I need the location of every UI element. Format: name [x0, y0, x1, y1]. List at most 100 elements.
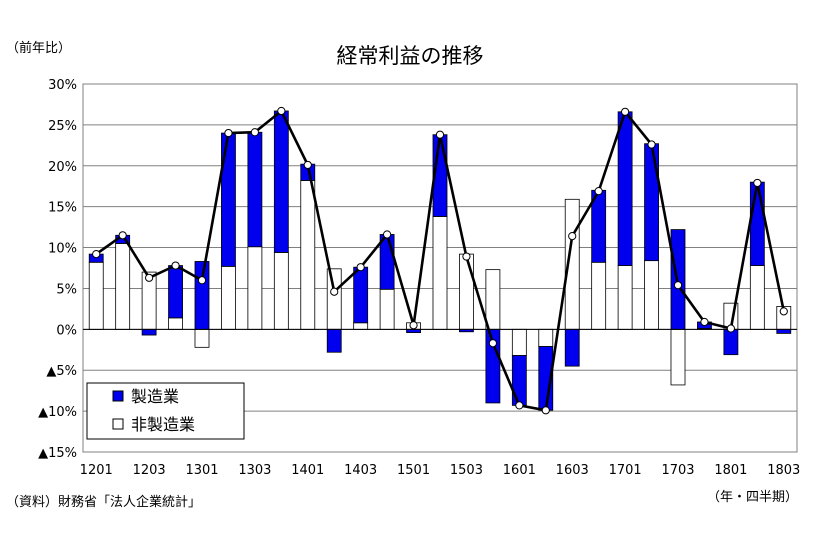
point-1404	[383, 230, 392, 239]
y-tick-label-9: ▲15%	[38, 446, 77, 461]
point-1303	[250, 128, 259, 137]
bar-mfg-1702	[644, 143, 659, 262]
total-line	[92, 106, 788, 415]
y-tick-labels: 30% 25% 20% 15% 10% 5% 0% ▲5% ▲10% ▲15%	[38, 78, 77, 461]
bar-mfg-1601	[511, 355, 527, 406]
point-1304	[277, 106, 286, 116]
y-tick-label-3: 15%	[48, 201, 77, 216]
point-1702	[647, 140, 656, 149]
y-tick-label-8: ▲10%	[38, 405, 77, 420]
x-tick-label-1703: 1703	[661, 463, 694, 478]
bar-mfg-1803	[776, 328, 792, 334]
point-1201	[92, 249, 101, 259]
point-1204	[171, 261, 180, 270]
bar-non-mfg-1502	[432, 216, 448, 330]
point-1403	[356, 263, 365, 272]
bars	[88, 110, 792, 411]
bar-non-mfg-1401	[300, 180, 316, 330]
source-note: （資料）財務省「法人企業統計」	[6, 494, 201, 510]
bar-non-mfg-1503	[459, 253, 474, 330]
point-1704	[700, 317, 709, 327]
y-tick-label-1: 25%	[48, 119, 77, 134]
bar-non-mfg-1304	[273, 252, 289, 330]
bar-non-mfg-1403	[353, 322, 369, 330]
bar-non-mfg-1201	[88, 261, 104, 330]
bar-non-mfg-1402	[326, 268, 342, 330]
chart-title: 経常利益の推移	[337, 44, 484, 68]
point-1401	[303, 160, 312, 170]
bar-mfg-1203	[141, 328, 157, 336]
point-1801	[726, 324, 735, 333]
x-tick-label-1603: 1603	[556, 463, 589, 478]
x-tick-label-1403: 1403	[344, 463, 377, 478]
legend-label-non-manufacturing: 非製造業	[131, 415, 195, 434]
point-1302	[224, 128, 233, 138]
point-1202	[118, 231, 127, 240]
axes	[82, 83, 798, 453]
y-tick-label-6: 0%	[56, 323, 77, 338]
x-tick-label-1503: 1503	[450, 463, 483, 478]
legend-swatch-non-manufacturing	[112, 418, 124, 430]
bar-non-mfg-1802	[749, 265, 765, 330]
point-1603	[568, 232, 577, 241]
y-tick-label-5: 5%	[56, 282, 77, 297]
legend-swatch-manufacturing	[112, 390, 124, 402]
point-1203	[145, 273, 154, 282]
bar-mfg-1204	[168, 265, 183, 319]
y-tick-label-7: ▲5%	[46, 364, 77, 379]
bar-mfg-1801	[723, 328, 739, 356]
x-tick-label-1201: 1201	[80, 463, 113, 478]
x-tick-label-1601: 1601	[503, 463, 536, 478]
bar-non-mfg-1202	[115, 243, 131, 330]
point-1503	[462, 252, 471, 261]
x-tick-label-1801: 1801	[714, 463, 747, 478]
bar-non-mfg-1302	[221, 265, 236, 330]
point-1701	[621, 107, 630, 116]
y-tick-label-4: 10%	[48, 242, 77, 257]
x-tick-label-1501: 1501	[397, 463, 430, 478]
bar-mfg-1402	[326, 328, 342, 353]
bar-non-mfg-1504	[485, 269, 501, 330]
point-1703	[673, 281, 683, 290]
bar-non-mfg-1703	[670, 328, 686, 386]
x-axis-label: （年・四半期）	[707, 490, 798, 505]
bar-mfg-1802	[749, 181, 765, 266]
x-tick-label-1401: 1401	[291, 463, 324, 478]
point-1402	[330, 287, 339, 296]
bar-non-mfg-1604	[591, 261, 607, 330]
y-axis-label: （前年比）	[6, 40, 71, 56]
bar-non-mfg-1404	[379, 288, 395, 330]
x-tick-label-1701: 1701	[609, 463, 642, 478]
bar-non-mfg-1702	[644, 260, 659, 330]
point-1803	[779, 307, 788, 316]
legend-label-manufacturing: 製造業	[131, 387, 179, 406]
bar-non-mfg-1301	[194, 328, 210, 348]
bar-non-mfg-1601	[511, 328, 527, 356]
bar-mfg-1403	[353, 266, 369, 324]
point-1601	[515, 401, 524, 410]
x-tick-label-1203: 1203	[133, 463, 166, 478]
y-tick-label-0: 30%	[48, 78, 77, 93]
bar-mfg-1301	[194, 261, 210, 330]
bar-non-mfg-1204	[168, 317, 183, 330]
x-tick-label-1303: 1303	[238, 463, 271, 478]
point-1602	[541, 406, 550, 415]
x-tick-label-1301: 1301	[185, 463, 218, 478]
bar-mfg-1404	[379, 234, 395, 290]
plot-frame	[82, 83, 798, 453]
y-tick-label-2: 20%	[48, 160, 77, 175]
bar-mfg-1701	[617, 111, 633, 266]
x-tick-label-1803: 1803	[767, 463, 800, 478]
point-1501	[409, 321, 418, 330]
bar-non-mfg-1303	[247, 246, 263, 330]
point-1502	[435, 130, 445, 139]
x-tick-labels: 1201 1203 1301 1303 1401 1403 1501 1503 1601 1603…	[80, 463, 801, 478]
bar-mfg-1303	[247, 131, 263, 248]
bar-non-mfg-1701	[617, 265, 633, 330]
bar-mfg-1304	[273, 110, 289, 253]
point-1504	[488, 339, 497, 348]
point-1301	[197, 276, 207, 285]
legend: 製造業 非製造業	[86, 382, 245, 440]
